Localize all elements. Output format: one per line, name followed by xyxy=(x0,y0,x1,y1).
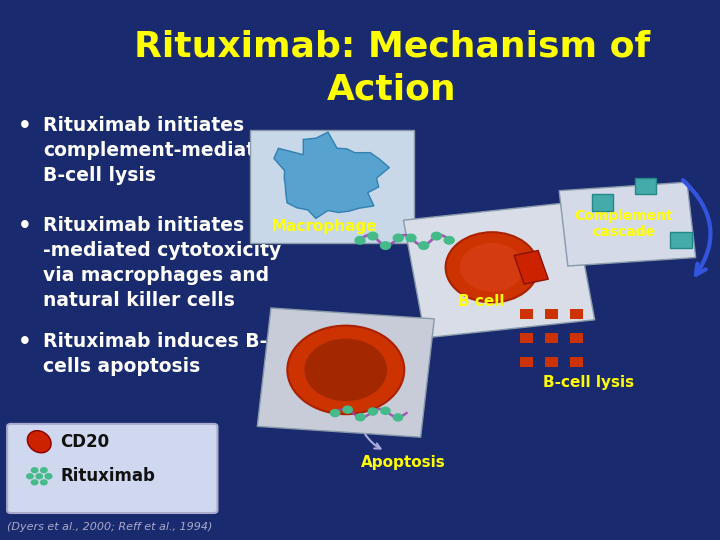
Text: Macrophage: Macrophage xyxy=(271,219,377,234)
Bar xyxy=(592,194,613,211)
Polygon shape xyxy=(559,182,696,266)
Text: •: • xyxy=(18,116,32,136)
Circle shape xyxy=(368,408,377,415)
Circle shape xyxy=(32,468,37,472)
Text: Rituximab: Mechanism of: Rituximab: Mechanism of xyxy=(134,30,650,64)
Text: •: • xyxy=(18,216,32,236)
Circle shape xyxy=(431,232,441,240)
Bar xyxy=(546,357,558,367)
FancyBboxPatch shape xyxy=(250,130,413,243)
Text: B-cell lysis: B-cell lysis xyxy=(543,375,634,390)
Text: Complement
cascade: Complement cascade xyxy=(575,209,673,239)
Bar xyxy=(670,232,692,248)
Circle shape xyxy=(381,407,390,414)
Bar xyxy=(546,333,558,343)
FancyArrowPatch shape xyxy=(683,180,711,275)
Circle shape xyxy=(45,474,52,479)
Circle shape xyxy=(393,234,403,242)
Circle shape xyxy=(32,480,37,485)
Text: •: • xyxy=(18,332,32,352)
Bar xyxy=(521,309,534,319)
Circle shape xyxy=(406,234,416,242)
Circle shape xyxy=(355,237,365,244)
Circle shape xyxy=(330,409,340,417)
Circle shape xyxy=(40,468,47,472)
Circle shape xyxy=(40,480,47,485)
Polygon shape xyxy=(403,202,595,338)
Circle shape xyxy=(356,414,365,421)
Circle shape xyxy=(393,414,402,421)
Circle shape xyxy=(419,242,428,249)
Polygon shape xyxy=(514,251,549,284)
Circle shape xyxy=(27,474,33,479)
Ellipse shape xyxy=(27,431,51,453)
Text: Apoptosis: Apoptosis xyxy=(361,455,445,470)
Polygon shape xyxy=(257,308,434,437)
Bar xyxy=(570,357,583,367)
Circle shape xyxy=(305,339,387,401)
Circle shape xyxy=(36,474,42,479)
Circle shape xyxy=(460,243,524,292)
Bar xyxy=(546,309,558,319)
Circle shape xyxy=(287,326,404,414)
Circle shape xyxy=(444,237,454,244)
Text: B cell: B cell xyxy=(458,294,505,309)
Bar xyxy=(570,333,583,343)
Bar xyxy=(521,357,534,367)
Circle shape xyxy=(381,242,390,249)
Circle shape xyxy=(446,232,539,302)
Text: Action: Action xyxy=(328,73,457,107)
Circle shape xyxy=(45,474,52,479)
Text: CD20: CD20 xyxy=(60,433,109,451)
Text: Rituximab: Rituximab xyxy=(60,467,156,485)
Bar xyxy=(521,333,534,343)
Circle shape xyxy=(343,406,352,413)
Text: Rituximab initiates
complement-mediated
B-cell lysis: Rituximab initiates complement-mediated … xyxy=(42,116,281,185)
FancyBboxPatch shape xyxy=(7,424,217,513)
Circle shape xyxy=(368,232,378,240)
Text: Rituximab induces B-
cells apoptosis: Rituximab induces B- cells apoptosis xyxy=(42,332,267,376)
Bar xyxy=(634,178,656,194)
Bar xyxy=(570,309,583,319)
Text: Rituximab initiates cell
-mediated cytotoxicity
via macrophages and
natural kill: Rituximab initiates cell -mediated cytot… xyxy=(42,216,287,310)
Text: (Dyers et al., 2000; Reff et al., 1994): (Dyers et al., 2000; Reff et al., 1994) xyxy=(7,522,212,532)
Polygon shape xyxy=(274,132,390,218)
